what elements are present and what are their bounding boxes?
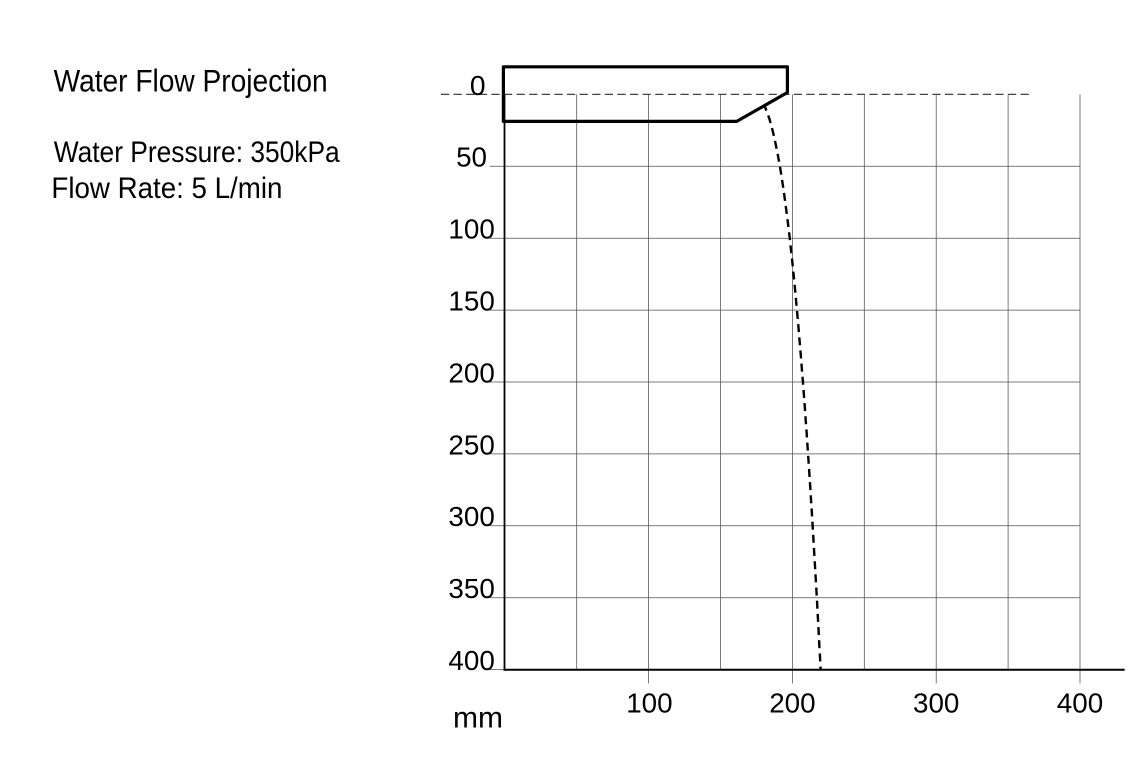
svg-text:200: 200 [769, 688, 815, 719]
svg-text:400: 400 [448, 645, 494, 676]
svg-text:0: 0 [470, 69, 486, 101]
svg-text:350: 350 [448, 573, 494, 604]
svg-text:Flow Rate: 5 L/min: Flow Rate: 5 L/min [51, 172, 282, 205]
svg-text:Water Flow Projection: Water Flow Projection [54, 63, 328, 98]
svg-text:Water Pressure: 350kPa: Water Pressure: 350kPa [54, 136, 340, 169]
svg-text:200: 200 [448, 357, 494, 388]
svg-text:300: 300 [913, 688, 959, 719]
svg-text:250: 250 [448, 429, 494, 460]
svg-text:400: 400 [1057, 688, 1103, 719]
svg-text:100: 100 [626, 688, 672, 719]
svg-text:150: 150 [448, 286, 494, 317]
svg-text:100: 100 [448, 214, 494, 245]
svg-text:mm: mm [453, 701, 503, 734]
svg-text:50: 50 [456, 142, 487, 173]
svg-text:300: 300 [448, 501, 494, 532]
